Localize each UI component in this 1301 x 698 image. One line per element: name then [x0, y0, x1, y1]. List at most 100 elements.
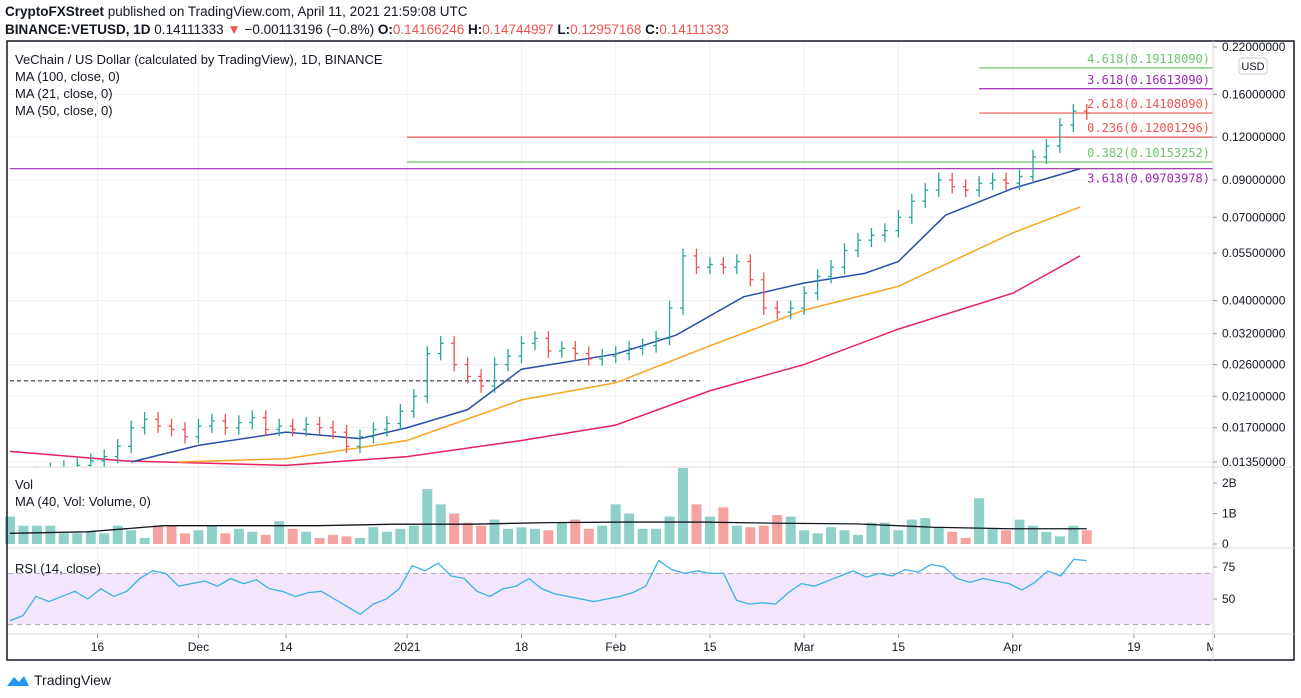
price-bar [195, 418, 202, 444]
volume-bar [1068, 525, 1079, 544]
price-bar [733, 254, 740, 275]
price-bar [801, 285, 808, 315]
price-tick-label: 0.22000000 [1222, 40, 1286, 54]
volume-bar [166, 525, 177, 544]
time-axis-label: 2021 [394, 640, 421, 654]
volume-bar [987, 528, 998, 544]
price-bar [330, 420, 337, 440]
price-bar [343, 424, 350, 454]
open-label: O: [377, 22, 393, 37]
price-bar [747, 254, 754, 287]
price-bar [128, 420, 135, 454]
volume-bar [99, 533, 110, 544]
ma21-line [130, 168, 1081, 463]
volume-bar [18, 525, 29, 544]
brand-name: TradingView [34, 672, 112, 688]
tradingview-logo[interactable]: TradingView [6, 672, 111, 688]
volume-tick-label: 0 [1222, 537, 1229, 551]
volume-bar [314, 537, 325, 544]
volume-bar [597, 525, 608, 544]
volume-bar [5, 516, 15, 544]
price-bar [303, 417, 310, 437]
volume-bar [866, 522, 877, 544]
close-value: 0.14111333 [659, 22, 729, 37]
volume-bar [960, 537, 971, 544]
volume-bar [529, 528, 540, 544]
legend-ma21[interactable]: MA (21, close, 0) [15, 86, 113, 101]
close-label: C: [645, 22, 660, 37]
price-bar [976, 175, 983, 198]
volume-tick-label: 2B [1222, 476, 1237, 490]
price-bar [639, 338, 646, 356]
price-bar [1083, 103, 1090, 120]
legend-ma100[interactable]: MA (100, close, 0) [15, 69, 120, 84]
price-bar [693, 248, 700, 275]
price-bar [222, 413, 229, 435]
time-axis-label: Ma [1206, 640, 1223, 654]
price-tick-label: 0.04000000 [1222, 293, 1286, 307]
volume-bar [45, 525, 56, 544]
volume-bar [812, 533, 823, 544]
price-tick-label: 0.16000000 [1222, 87, 1286, 101]
volume-bar [476, 525, 487, 544]
symbol-quote: BINANCE:VETUSD, 1D 0.14111333 ▼ −0.00113… [5, 22, 729, 37]
price-bar [626, 341, 633, 361]
rsi-pane [8, 558, 1213, 626]
legend-ma50[interactable]: MA (50, close, 0) [15, 103, 113, 118]
volume-bar [126, 530, 137, 544]
time-axis-label: Dec [188, 640, 209, 654]
volume-tick-label: 1B [1222, 507, 1237, 521]
ma50-line [178, 206, 1081, 463]
price-bar [383, 416, 390, 437]
publish-info: CryptoFXStreet published on TradingView.… [5, 4, 468, 19]
time-axis-label: 15 [703, 640, 717, 654]
volume-bar [233, 528, 244, 544]
volume-bar [503, 528, 514, 544]
volume-bar [368, 527, 379, 544]
price-bar [1043, 138, 1050, 164]
volume-bar [408, 525, 419, 544]
legend-vol-ma[interactable]: MA (40, Vol: Volume, 0) [15, 494, 151, 509]
volume-bar [395, 528, 406, 544]
price-bar [49, 462, 52, 467]
volume-bar [301, 531, 312, 544]
price-bar [478, 369, 485, 393]
price-bar [828, 260, 835, 284]
volume-bar [637, 528, 648, 544]
low-label: L: [557, 22, 571, 37]
volume-bar [570, 519, 581, 544]
volume-bar [449, 513, 460, 544]
volume-bar [826, 527, 837, 544]
fib-label: 3.618(0.16613090) [1087, 73, 1210, 87]
time-axis-label: 14 [279, 640, 293, 654]
price-tick-label: 0.05500000 [1222, 246, 1286, 260]
price-tick-label: 0.02600000 [1222, 358, 1286, 372]
price-tick-label: 0.12000000 [1222, 130, 1286, 144]
legend-rsi[interactable]: RSI (14, close) [15, 561, 101, 576]
price-bar [464, 357, 471, 384]
down-arrow-icon: ▼ [227, 22, 241, 37]
fib-label: 0.236(0.12001296) [1087, 121, 1210, 135]
volume-bar [1054, 536, 1065, 544]
volume-bar [31, 525, 42, 544]
legend-vol[interactable]: Vol [15, 477, 34, 492]
volume-bar [247, 531, 258, 544]
price-bar [1056, 117, 1063, 153]
price-bar [680, 248, 686, 315]
fib-label: 4.618(0.19118090) [1087, 52, 1210, 66]
volume-bar [1014, 519, 1025, 544]
fib-label: 3.618(0.09703978) [1087, 172, 1210, 186]
volume-bar [179, 533, 190, 544]
currency-badge[interactable]: USD [1238, 57, 1268, 75]
volume-bar [85, 531, 96, 544]
volume-bar [328, 534, 339, 544]
price-bar [841, 243, 848, 275]
volume-bar [731, 525, 742, 544]
volume-bar [678, 468, 688, 544]
publisher[interactable]: CryptoFXStreet [5, 4, 105, 19]
price-bar [74, 458, 81, 467]
time-axis-label: 15 [892, 640, 906, 654]
price-bar [558, 341, 565, 358]
price-bar [276, 418, 283, 437]
